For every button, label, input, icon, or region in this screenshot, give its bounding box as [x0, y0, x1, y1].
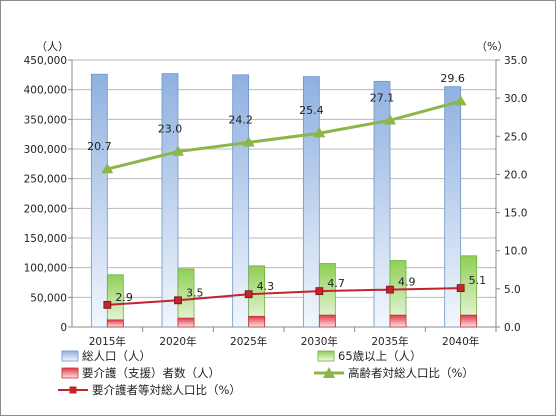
bar-series2-4	[389, 314, 407, 328]
bar-series2-2	[248, 315, 266, 328]
point-series0-4	[384, 114, 396, 125]
legend-marker-4	[69, 386, 77, 394]
legend-label-4: 要介護者等対総人口比（%）	[92, 383, 241, 397]
point-series0-2	[242, 136, 255, 147]
data-label-series0-0: 20.7	[87, 140, 112, 153]
x-tick-label-4: 2035年	[371, 335, 408, 348]
right-tick-label-5: 25.0	[504, 131, 527, 143]
data-label-series1-4: 4.9	[398, 276, 416, 289]
bar-series0-5	[444, 86, 462, 328]
left-tick-label-5: 250,000	[24, 174, 67, 186]
legend-label-3: 高齢者対総人口比（%）	[348, 366, 474, 380]
legend-marker-3	[323, 367, 335, 378]
right-axis-unit: （%）	[476, 40, 508, 53]
right-tick-label-0: 0.0	[504, 322, 521, 334]
right-tick-label-7: 35.0	[504, 55, 527, 67]
data-label-series0-2: 24.2	[228, 113, 253, 126]
legend-swatch-2	[61, 367, 79, 379]
left-tick-label-9: 450,000	[24, 55, 67, 67]
left-tick-label-0: 0	[60, 322, 67, 334]
bar-series0-4	[373, 80, 391, 328]
legend-label-2: 要介護（支援）者数（人）	[82, 366, 220, 380]
data-label-series1-2: 4.3	[257, 280, 275, 293]
legend-swatch-0	[61, 350, 79, 362]
legend-label-1: 65歳以上（人）	[338, 349, 422, 363]
point-series1-2	[244, 290, 253, 299]
legend-swatch-1	[317, 350, 335, 362]
bar-series2-3	[318, 314, 336, 328]
point-series0-0	[101, 163, 114, 174]
right-tick-label-1: 5.0	[504, 284, 521, 296]
data-label-series0-4: 27.1	[370, 91, 395, 104]
left-tick-label-7: 350,000	[24, 114, 67, 126]
data-label-series0-5: 29.6	[440, 72, 465, 85]
data-label-series1-3: 4.7	[327, 277, 345, 290]
left-tick-label-6: 300,000	[24, 144, 67, 156]
left-tick-label-3: 150,000	[24, 233, 67, 245]
right-tick-label-3: 15.0	[504, 208, 527, 220]
left-tick-label-2: 100,000	[24, 263, 67, 275]
left-tick-label-8: 400,000	[24, 85, 67, 97]
point-series1-1	[174, 296, 182, 305]
data-label-series0-3: 25.4	[299, 104, 324, 117]
legend-label-0: 総人口（人）	[82, 349, 151, 363]
data-label-series1-0: 2.9	[115, 291, 133, 304]
bar-series2-1	[177, 317, 195, 328]
x-tick-label-3: 2030年	[301, 335, 338, 348]
point-series1-0	[103, 300, 112, 309]
bar-series2-0	[106, 319, 124, 328]
point-series0-5	[454, 95, 467, 106]
bar-series0-3	[302, 76, 320, 328]
x-tick-label-0: 2015年	[89, 335, 126, 348]
bar-series0-1	[161, 73, 179, 328]
x-tick-label-2: 2025年	[230, 335, 267, 348]
point-series0-3	[313, 127, 326, 138]
data-label-series0-1: 23.0	[158, 123, 183, 136]
right-tick-label-4: 20.0	[504, 169, 527, 181]
point-series1-3	[315, 287, 324, 296]
point-series1-5	[456, 284, 465, 292]
bar-series2-5	[460, 314, 478, 328]
bar-series0-2	[232, 74, 250, 328]
left-tick-label-4: 200,000	[24, 203, 67, 215]
right-tick-label-2: 10.0	[504, 246, 527, 258]
point-series0-1	[172, 145, 184, 156]
data-label-series1-5: 5.1	[469, 274, 487, 287]
line-series1	[107, 287, 461, 306]
left-axis-unit: （人）	[36, 40, 69, 53]
bar-series0-0	[90, 73, 108, 328]
x-tick-label-5: 2040年	[442, 335, 479, 348]
x-tick-label-1: 2020年	[159, 335, 196, 348]
line-series0	[106, 99, 462, 171]
left-tick-label-1: 50,000	[30, 292, 67, 304]
point-series1-4	[386, 285, 394, 294]
right-tick-label-6: 30.0	[504, 93, 527, 105]
data-label-series1-1: 3.5	[186, 286, 204, 299]
